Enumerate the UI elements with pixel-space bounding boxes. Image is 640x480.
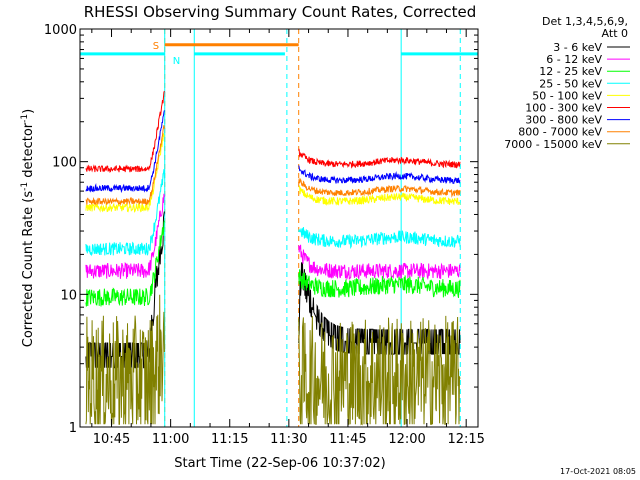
plot-frame: [79, 28, 479, 428]
legend-header: Att 0: [602, 27, 628, 40]
series-line: [298, 148, 461, 169]
time-markers: [164, 29, 461, 427]
legend-label: 6 - 12 keV: [546, 53, 602, 66]
legend-label: 25 - 50 keV: [539, 77, 602, 90]
series-line: [298, 244, 461, 281]
x-tick-label: 12:00: [388, 432, 425, 447]
series-group: [85, 90, 461, 426]
y-tick-label: 1000: [44, 23, 77, 38]
flag-label-s: S: [153, 41, 159, 52]
series-line: [298, 177, 461, 198]
x-tick-label: 11:00: [152, 432, 189, 447]
x-tick-label: 11:30: [270, 432, 307, 447]
series-line: [85, 220, 165, 307]
series-line: [85, 125, 165, 206]
series-line: [298, 315, 461, 426]
x-tick-label: 12:15: [447, 432, 484, 447]
series-line: [85, 133, 165, 213]
footer-stamp: 17-Oct-2021 08:05: [560, 467, 636, 476]
y-axis: 1 10 100 1000: [44, 23, 478, 436]
legend-label: 800 - 7000 keV: [518, 126, 602, 139]
legend-label: 7000 - 15000 keV: [504, 138, 602, 151]
legend-label: 12 - 25 keV: [539, 65, 602, 78]
series-line: [298, 269, 461, 299]
legend-label: 50 - 100 keV: [532, 89, 602, 102]
series-line: [298, 226, 461, 250]
legend-label: 100 - 300 keV: [525, 102, 602, 115]
x-tick-label: 11:45: [329, 432, 366, 447]
legend-header: Det 1,3,4,5,6,9,: [542, 15, 628, 28]
y-tick-label: 100: [52, 156, 77, 171]
legend-label: 300 - 800 keV: [525, 114, 602, 127]
x-tick-label: 10:45: [93, 432, 130, 447]
y-tick-label: 1: [69, 421, 77, 436]
plot-area: SN 10:45 11:00 11:15 11:30 11:45 12:00 12:15 1…: [44, 23, 485, 447]
series-line: [298, 185, 461, 206]
y-axis-label: Corrected Count Rate (s-1 detector-1): [20, 109, 36, 347]
series-line: [85, 169, 165, 257]
series-line: [85, 193, 165, 279]
series-line: [298, 165, 461, 185]
x-axis: 10:45 11:00 11:15 11:30 11:45 12:00 12:15: [91, 29, 485, 447]
series-line: [85, 294, 165, 425]
y-tick-label: 10: [60, 288, 77, 303]
legend-label: 3 - 6 keV: [553, 41, 602, 54]
series-line: [85, 110, 165, 194]
x-axis-label: Start Time (22-Sep-06 10:37:02): [174, 456, 385, 471]
chart-title: RHESSI Observing Summary Count Rates, Co…: [84, 3, 477, 21]
x-tick-label: 11:15: [211, 432, 248, 447]
flag-label-n: N: [173, 56, 180, 67]
series-line: [85, 90, 165, 173]
series-line: [298, 262, 461, 355]
flag-bars: SN: [80, 41, 478, 67]
